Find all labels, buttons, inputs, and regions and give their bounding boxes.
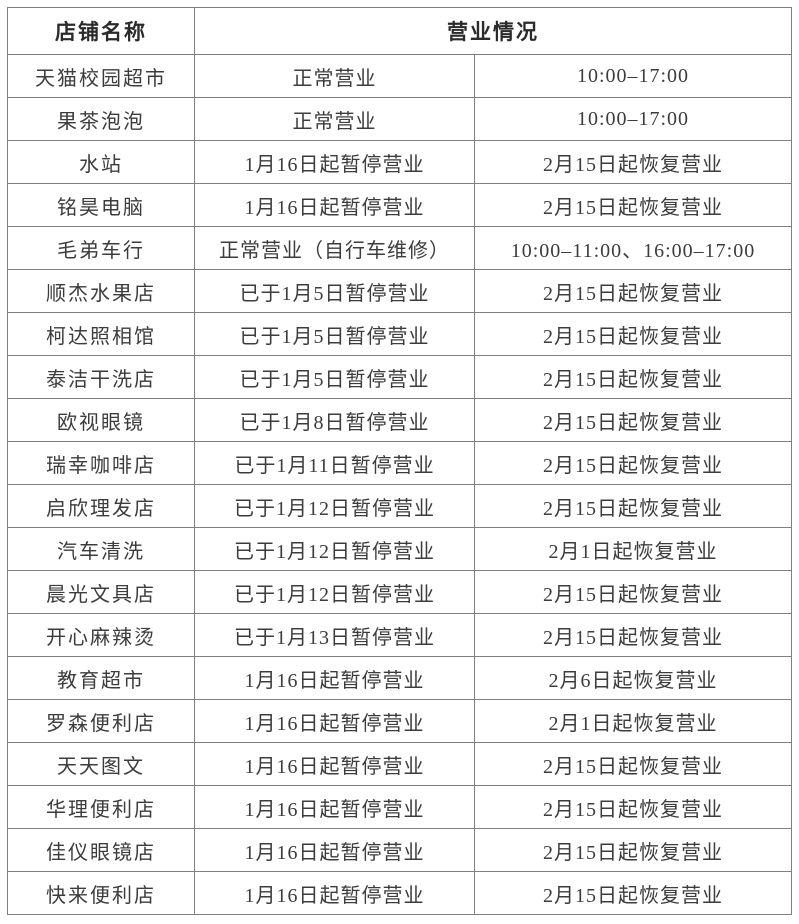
cell-shop-name: 快来便利店 — [7, 871, 195, 915]
cell-shop-name: 罗森便利店 — [7, 699, 195, 743]
cell-shop-name: 毛弟车行 — [7, 226, 195, 270]
table-row: 果茶泡泡 正常营业 10:00–17:00 — [7, 97, 792, 141]
cell-shop-name: 果茶泡泡 — [7, 97, 195, 141]
cell-business-hours: 10:00–17:00 — [474, 54, 792, 98]
table-row: 顺杰水果店 已于1月5日暂停营业 2月15日起恢复营业 — [7, 269, 792, 313]
cell-business-status: 1月16日起暂停营业 — [194, 742, 475, 786]
cell-business-hours: 2月15日起恢复营业 — [474, 355, 792, 399]
cell-shop-name: 铭昊电脑 — [7, 183, 195, 227]
cell-business-status: 1月16日起暂停营业 — [194, 656, 475, 700]
cell-shop-name: 天猫校园超市 — [7, 54, 195, 98]
cell-business-hours: 2月15日起恢复营业 — [474, 871, 792, 915]
cell-business-status: 已于1月5日暂停营业 — [194, 269, 475, 313]
cell-business-hours: 2月15日起恢复营业 — [474, 398, 792, 442]
table-row: 快来便利店 1月16日起暂停营业 2月15日起恢复营业 — [7, 871, 792, 915]
table-header: 店铺名称 营业情况 — [7, 7, 792, 55]
cell-business-hours: 2月15日起恢复营业 — [474, 785, 792, 829]
table-row: 教育超市 1月16日起暂停营业 2月6日起恢复营业 — [7, 656, 792, 700]
table-row: 开心麻辣烫 已于1月13日暂停营业 2月15日起恢复营业 — [7, 613, 792, 657]
cell-business-status: 1月16日起暂停营业 — [194, 828, 475, 872]
cell-business-hours: 2月15日起恢复营业 — [474, 269, 792, 313]
cell-business-hours: 2月15日起恢复营业 — [474, 140, 792, 184]
column-header-business-status: 营业情况 — [194, 7, 792, 55]
table-row: 罗森便利店 1月16日起暂停营业 2月1日起恢复营业 — [7, 699, 792, 743]
cell-business-status: 正常营业（自行车维修） — [194, 226, 475, 270]
cell-business-hours: 2月15日起恢复营业 — [474, 441, 792, 485]
cell-business-status: 已于1月12日暂停营业 — [194, 484, 475, 528]
cell-business-status: 已于1月12日暂停营业 — [194, 527, 475, 571]
table-row: 欧视眼镜 已于1月8日暂停营业 2月15日起恢复营业 — [7, 398, 792, 442]
table-row: 铭昊电脑 1月16日起暂停营业 2月15日起恢复营业 — [7, 183, 792, 227]
table-row: 天猫校园超市 正常营业 10:00–17:00 — [7, 54, 792, 98]
cell-business-status: 1月16日起暂停营业 — [194, 183, 475, 227]
cell-business-status: 已于1月13日暂停营业 — [194, 613, 475, 657]
column-header-shop-name: 店铺名称 — [7, 7, 195, 55]
cell-business-status: 1月16日起暂停营业 — [194, 140, 475, 184]
cell-business-hours: 2月15日起恢复营业 — [474, 828, 792, 872]
cell-business-hours: 2月15日起恢复营业 — [474, 484, 792, 528]
table-row: 天天图文 1月16日起暂停营业 2月15日起恢复营业 — [7, 742, 792, 786]
cell-shop-name: 顺杰水果店 — [7, 269, 195, 313]
table-row: 华理便利店 1月16日起暂停营业 2月15日起恢复营业 — [7, 785, 792, 829]
table-row: 汽车清洗 已于1月12日暂停营业 2月1日起恢复营业 — [7, 527, 792, 571]
cell-business-status: 1月16日起暂停营业 — [194, 699, 475, 743]
cell-business-status: 已于1月11日暂停营业 — [194, 441, 475, 485]
table-row: 毛弟车行 正常营业（自行车维修） 10:00–11:00、16:00–17:00 — [7, 226, 792, 270]
cell-business-hours: 2月15日起恢复营业 — [474, 312, 792, 356]
cell-shop-name: 天天图文 — [7, 742, 195, 786]
cell-business-status: 已于1月8日暂停营业 — [194, 398, 475, 442]
cell-shop-name: 教育超市 — [7, 656, 195, 700]
cell-shop-name: 水站 — [7, 140, 195, 184]
cell-business-hours: 2月1日起恢复营业 — [474, 527, 792, 571]
cell-shop-name: 晨光文具店 — [7, 570, 195, 614]
cell-business-status: 1月16日起暂停营业 — [194, 871, 475, 915]
cell-business-status: 1月16日起暂停营业 — [194, 785, 475, 829]
cell-business-status: 正常营业 — [194, 97, 475, 141]
cell-shop-name: 柯达照相馆 — [7, 312, 195, 356]
cell-business-hours: 2月15日起恢复营业 — [474, 742, 792, 786]
cell-shop-name: 泰洁干洗店 — [7, 355, 195, 399]
cell-business-hours: 2月6日起恢复营业 — [474, 656, 792, 700]
table-row: 水站 1月16日起暂停营业 2月15日起恢复营业 — [7, 140, 792, 184]
cell-business-status: 已于1月12日暂停营业 — [194, 570, 475, 614]
table-row: 柯达照相馆 已于1月5日暂停营业 2月15日起恢复营业 — [7, 312, 792, 356]
header-row: 店铺名称 营业情况 — [7, 7, 792, 55]
cell-shop-name: 欧视眼镜 — [7, 398, 195, 442]
table-row: 启欣理发店 已于1月12日暂停营业 2月15日起恢复营业 — [7, 484, 792, 528]
cell-shop-name: 汽车清洗 — [7, 527, 195, 571]
cell-business-hours: 2月15日起恢复营业 — [474, 183, 792, 227]
cell-shop-name: 开心麻辣烫 — [7, 613, 195, 657]
table-body: 天猫校园超市 正常营业 10:00–17:00 果茶泡泡 正常营业 10:00–17:00… — [7, 54, 792, 915]
cell-shop-name: 佳仪眼镜店 — [7, 828, 195, 872]
cell-business-status: 已于1月5日暂停营业 — [194, 312, 475, 356]
shop-business-status-table: 店铺名称 营业情况 天猫校园超市 正常营业 10:00–17:00 果茶泡泡 正常营业 1… — [7, 7, 792, 915]
cell-business-hours: 2月15日起恢复营业 — [474, 613, 792, 657]
cell-business-status: 正常营业 — [194, 54, 475, 98]
table-row: 泰洁干洗店 已于1月5日暂停营业 2月15日起恢复营业 — [7, 355, 792, 399]
cell-shop-name: 启欣理发店 — [7, 484, 195, 528]
cell-business-hours: 2月15日起恢复营业 — [474, 570, 792, 614]
cell-business-hours: 10:00–17:00 — [474, 97, 792, 141]
cell-shop-name: 华理便利店 — [7, 785, 195, 829]
table-row: 瑞幸咖啡店 已于1月11日暂停营业 2月15日起恢复营业 — [7, 441, 792, 485]
cell-shop-name: 瑞幸咖啡店 — [7, 441, 195, 485]
table-row: 佳仪眼镜店 1月16日起暂停营业 2月15日起恢复营业 — [7, 828, 792, 872]
cell-business-hours: 10:00–11:00、16:00–17:00 — [474, 226, 792, 270]
cell-business-hours: 2月1日起恢复营业 — [474, 699, 792, 743]
cell-business-status: 已于1月5日暂停营业 — [194, 355, 475, 399]
table-row: 晨光文具店 已于1月12日暂停营业 2月15日起恢复营业 — [7, 570, 792, 614]
